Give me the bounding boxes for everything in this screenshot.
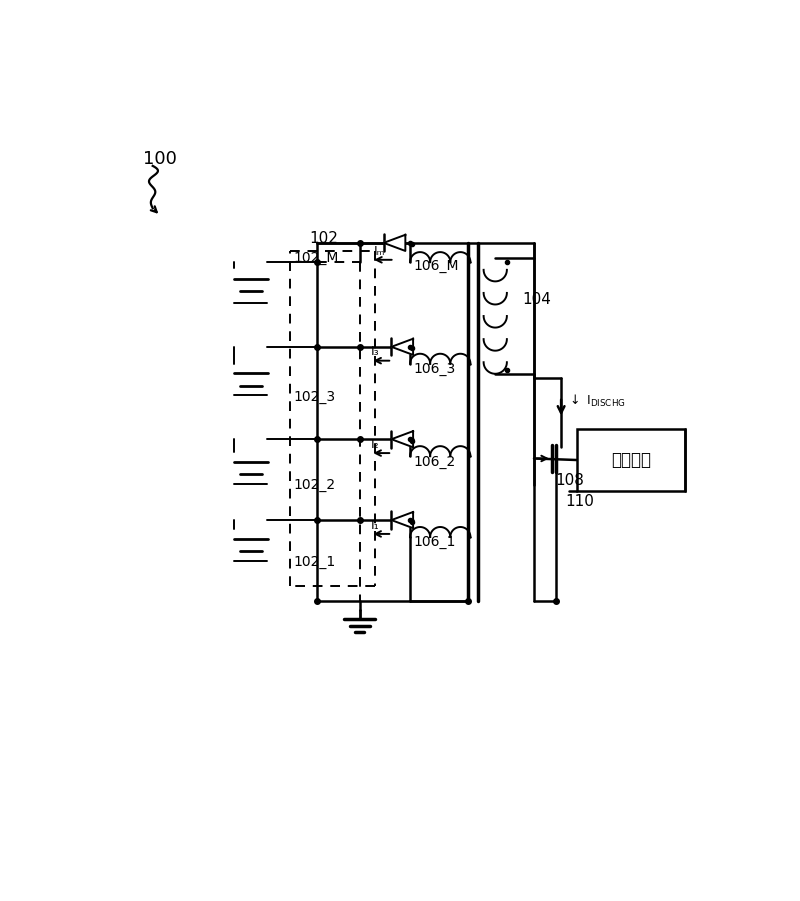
Polygon shape [391, 432, 413, 447]
Text: 102_3: 102_3 [294, 390, 336, 404]
Text: Iₘ: Iₘ [374, 245, 385, 259]
Text: 106_3: 106_3 [414, 362, 456, 376]
Text: 110: 110 [565, 495, 594, 509]
Polygon shape [391, 512, 413, 528]
Text: 102_2: 102_2 [294, 478, 336, 493]
Text: $\downarrow$ I$_{\rm DISCHG}$: $\downarrow$ I$_{\rm DISCHG}$ [567, 393, 626, 409]
Text: I₂: I₂ [371, 438, 380, 450]
Text: 102: 102 [310, 232, 338, 246]
Polygon shape [384, 235, 406, 251]
Text: 102_M: 102_M [294, 251, 339, 265]
Text: I₃: I₃ [371, 345, 380, 359]
Polygon shape [391, 339, 413, 355]
Text: 106_1: 106_1 [414, 535, 456, 550]
Text: 100: 100 [142, 150, 177, 168]
Text: 108: 108 [555, 473, 584, 488]
Text: 104: 104 [522, 293, 551, 307]
Text: I₁: I₁ [371, 519, 380, 532]
Text: 106_2: 106_2 [414, 454, 456, 469]
Text: 102_1: 102_1 [294, 555, 336, 569]
Text: 106_M: 106_M [414, 259, 459, 273]
Text: 控制单元: 控制单元 [611, 451, 651, 469]
